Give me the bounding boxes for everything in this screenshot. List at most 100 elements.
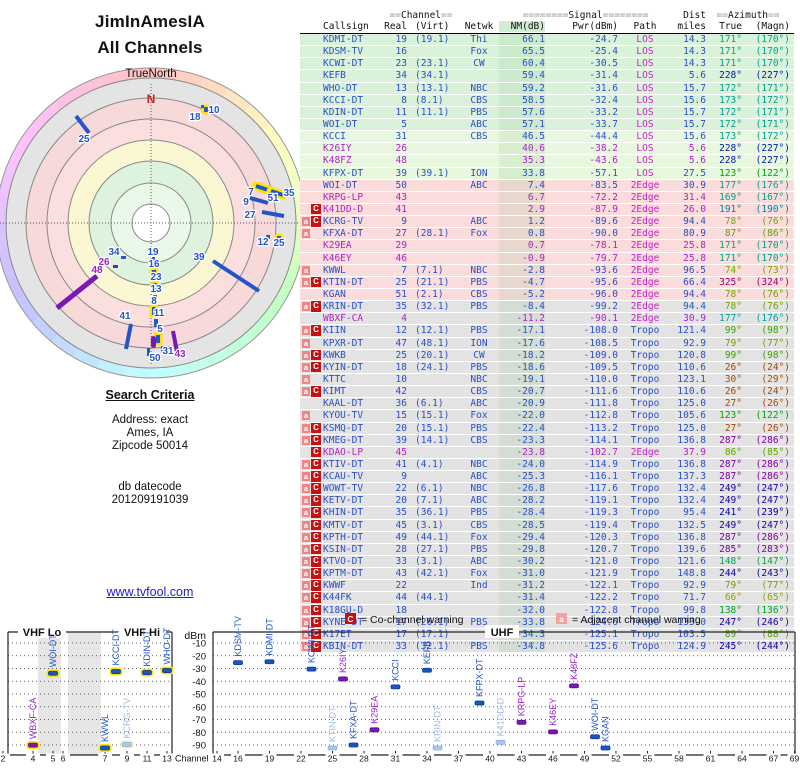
adjacent-channel-warning-badge: a bbox=[302, 593, 310, 603]
network-cell: PBS bbox=[470, 543, 488, 555]
magnetic-azimuth-cell: (176°) bbox=[755, 313, 790, 325]
callsign-cell: WOI-DT bbox=[323, 179, 358, 191]
channel-tick-label: 69 bbox=[790, 754, 800, 764]
true-azimuth-cell: 74° bbox=[724, 264, 742, 276]
station-marker: K46EY bbox=[548, 698, 558, 735]
real-channel-cell: 35 bbox=[395, 507, 407, 519]
channel-tick-label: 64 bbox=[737, 754, 747, 764]
distance-cell: 37.9 bbox=[683, 446, 706, 458]
network-cell: ION bbox=[470, 167, 488, 179]
noise-margin-cell: -0.9 bbox=[499, 252, 545, 264]
power-cell: -32.4 bbox=[589, 94, 618, 106]
magnetic-azimuth-cell: (244°) bbox=[755, 641, 790, 653]
adjacent-channel-warning-badge: a bbox=[302, 642, 310, 652]
station-label: WHO-DT bbox=[162, 627, 172, 664]
station-label: WOI-DT bbox=[590, 697, 600, 730]
path-cell: Tropo bbox=[630, 519, 660, 531]
noise-margin-cell: -33.8 bbox=[499, 616, 545, 628]
true-azimuth-cell: 249° bbox=[719, 483, 742, 495]
callsign-cell: KYNE-DT bbox=[323, 616, 364, 628]
adjacent-channel-warning-badge: a bbox=[302, 544, 310, 554]
real-channel-cell: 4 bbox=[401, 313, 407, 325]
table-row: a C KSIN-DT 28 (27.1) PBS -29.8 -120.7 Tropo 139.… bbox=[300, 543, 794, 557]
distance-cell: 110.6 bbox=[677, 386, 706, 398]
station-label: KGAN bbox=[601, 716, 611, 742]
magnetic-azimuth-cell: (170°) bbox=[755, 34, 790, 45]
true-azimuth-cell: 177° bbox=[719, 313, 742, 325]
power-cell: -89.6 bbox=[589, 216, 618, 228]
power-cell: -33.7 bbox=[589, 118, 618, 130]
network-cell: CW bbox=[473, 349, 485, 361]
true-azimuth-cell: 99° bbox=[724, 349, 742, 361]
power-cell: -31.6 bbox=[589, 82, 618, 94]
table-row: a KPXR-DT 47 (48.1) ION -17.6 -108.5 Tropo 92.9 7… bbox=[300, 337, 794, 350]
table-row: a C KSMQ-DT 20 (15.1) PBS -22.4 -113.2 Tropo 125.… bbox=[300, 422, 794, 435]
callsign-cell: KCRG-TV bbox=[323, 216, 364, 228]
table-row: a KTTC 10 NBC -19.1 -110.0 Tropo 123.1 30° (29°) bbox=[300, 373, 794, 387]
dbm-tick-label: -80 bbox=[192, 728, 206, 739]
co-channel-warning-badge: C bbox=[311, 422, 321, 433]
real-channel-cell: 34 bbox=[395, 70, 407, 82]
real-channel-cell: 51 bbox=[395, 288, 407, 300]
real-channel-cell: 17 bbox=[395, 616, 407, 628]
real-channel-cell: 19 bbox=[395, 34, 407, 45]
virtual-channel-cell: (20.1) bbox=[415, 349, 450, 361]
network-cell: CBS bbox=[470, 288, 488, 300]
distance-cell: 31.4 bbox=[683, 191, 706, 203]
distance-cell: 139.6 bbox=[677, 543, 706, 555]
power-cell: -33.2 bbox=[589, 106, 618, 118]
distance-cell: 125.0 bbox=[677, 422, 706, 434]
distance-cell: 5.6 bbox=[688, 155, 706, 167]
real-channel-cell: 12 bbox=[395, 325, 407, 337]
network-cell: CBS bbox=[470, 386, 488, 398]
virtual-channel-cell: (32.1) bbox=[415, 641, 450, 653]
noise-margin-cell: -2.8 bbox=[499, 264, 545, 276]
true-azimuth-cell: 26° bbox=[724, 386, 742, 398]
network-cell: NBC bbox=[470, 458, 488, 470]
radar-marker: 12 bbox=[256, 235, 270, 249]
path-cell: Tropo bbox=[630, 325, 660, 337]
path-cell: Tropo bbox=[630, 507, 660, 519]
true-azimuth-cell: 287° bbox=[719, 531, 742, 543]
virtual-channel-cell: (27.1) bbox=[415, 543, 450, 555]
station-marker: K26IY bbox=[338, 648, 348, 682]
tvfool-link[interactable]: www.tvfool.com bbox=[106, 585, 194, 599]
virtual-channel-cell bbox=[407, 143, 459, 154]
network-cell bbox=[459, 240, 499, 251]
adjacent-channel-warning-badge: a bbox=[302, 617, 310, 627]
magnetic-azimuth-cell: (77°) bbox=[761, 337, 790, 349]
callsign-cell: KIMT bbox=[323, 386, 346, 398]
noise-margin-cell: -25.3 bbox=[499, 471, 545, 483]
true-azimuth-cell: 249° bbox=[719, 519, 742, 531]
svg-text:26: 26 bbox=[98, 257, 110, 268]
true-azimuth-cell: 78° bbox=[724, 301, 742, 313]
network-cell bbox=[459, 204, 499, 215]
distance-cell: 123.1 bbox=[677, 373, 706, 385]
station-label: KWWL bbox=[100, 714, 110, 742]
path-cell: LOS bbox=[636, 34, 654, 45]
co-channel-warning-badge: C bbox=[311, 483, 321, 494]
true-azimuth-cell: 287° bbox=[719, 471, 742, 483]
co-channel-warning-badge: C bbox=[311, 216, 321, 227]
power-cell: -83.5 bbox=[589, 179, 618, 191]
dbm-tick-label: -30 bbox=[192, 664, 206, 675]
true-azimuth-cell: 171° bbox=[719, 58, 742, 70]
virtual-channel-cell: (36.1) bbox=[415, 507, 450, 519]
co-channel-warning-badge: C bbox=[311, 276, 321, 288]
table-header-groups: ==Channel== ========Signal======== Dist … bbox=[389, 10, 780, 21]
station-label: KCRG-TV bbox=[122, 698, 132, 739]
station-marker: WOI-DT bbox=[46, 634, 60, 678]
vhf-hi-title: VHF Hi bbox=[124, 627, 160, 639]
station-marker: KFXA-DT bbox=[349, 700, 359, 748]
radar-marker: 13 bbox=[149, 283, 163, 303]
noise-margin-cell: -29.8 bbox=[499, 543, 545, 556]
path-cell: Tropo bbox=[630, 458, 660, 470]
callsign-cell: KHIN-DT bbox=[323, 507, 364, 519]
virtual-channel-cell: (34.1) bbox=[415, 70, 450, 82]
station-marker: KRIN-DT bbox=[433, 705, 443, 751]
chart-legend: C = Co-channel warning a = Adjacent channel… bbox=[345, 613, 701, 626]
true-azimuth-cell: 247° bbox=[719, 616, 742, 628]
network-cell bbox=[459, 155, 499, 166]
callsign-cell: KMEG-DT bbox=[323, 434, 364, 446]
